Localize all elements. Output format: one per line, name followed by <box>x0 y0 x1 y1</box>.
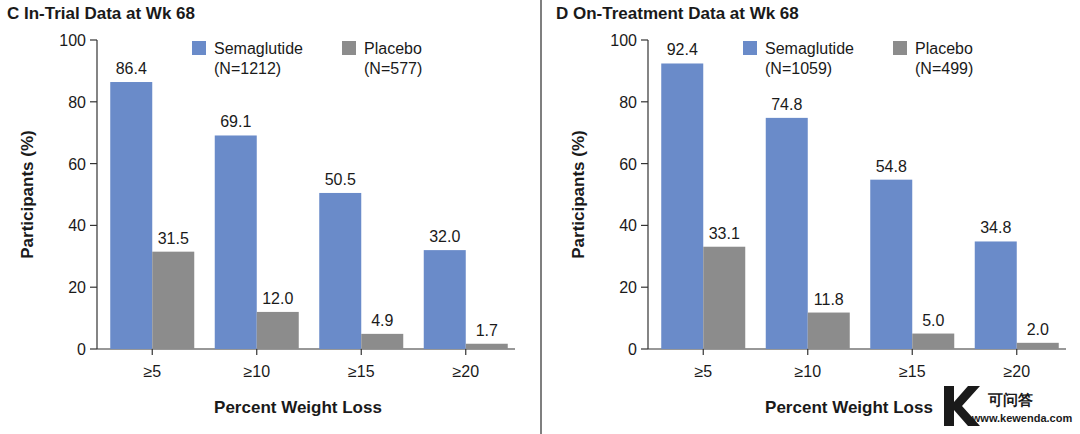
y-tick-label: 100 <box>59 32 86 49</box>
x-tick-label: ≥15 <box>348 363 375 380</box>
y-tick-label: 40 <box>68 217 86 234</box>
y-tick <box>641 348 648 349</box>
data-label: 92.4 <box>667 41 698 58</box>
y-tick <box>641 39 648 40</box>
y-axis <box>647 40 648 349</box>
y-tick <box>90 39 97 40</box>
y-tick <box>90 225 97 226</box>
x-tick <box>256 349 257 355</box>
y-tick-label: 100 <box>610 32 637 49</box>
bar <box>466 344 508 349</box>
x-axis-label: Percent Weight Loss <box>765 398 933 417</box>
data-label: 12.0 <box>262 290 293 307</box>
bar <box>319 193 361 349</box>
legend-label: Placebo(N=577) <box>364 40 422 77</box>
y-tick-label: 80 <box>68 94 86 111</box>
bar <box>110 82 152 349</box>
data-label: 32.0 <box>429 228 460 245</box>
x-tick <box>807 349 808 355</box>
data-label: 33.1 <box>709 225 740 242</box>
y-tick-label: 40 <box>619 217 637 234</box>
x-tick <box>912 349 913 355</box>
x-tick <box>361 349 362 355</box>
bar <box>257 312 299 349</box>
x-tick <box>152 349 153 355</box>
x-tick-label: ≥10 <box>794 363 821 380</box>
y-tick-label: 20 <box>68 279 86 296</box>
bar <box>808 313 850 349</box>
chart-panel: C In-Trial Data at Wk 68 0 20 40 60 80 100 Part… <box>7 4 515 417</box>
bars <box>110 82 508 349</box>
x-tick-label: ≥15 <box>899 363 926 380</box>
legend-label: Placebo(N=499) <box>915 40 973 77</box>
bar <box>703 247 745 349</box>
watermark-url: www.kewenda.com <box>971 412 1073 424</box>
y-tick <box>641 101 648 102</box>
chart-title: C In-Trial Data at Wk 68 <box>7 4 195 23</box>
bar <box>1017 343 1059 349</box>
data-label: 31.5 <box>158 230 189 247</box>
bar <box>152 252 194 349</box>
x-tick-label: ≥10 <box>243 363 270 380</box>
x-tick <box>703 349 704 355</box>
x-tick-label: ≥5 <box>143 363 161 380</box>
legend-swatch <box>192 41 206 55</box>
x-tick-label: ≥5 <box>694 363 712 380</box>
bar <box>766 118 808 349</box>
y-axis-label: Participants (%) <box>569 130 588 258</box>
y-tick-label: 0 <box>628 341 637 358</box>
bar <box>424 250 466 349</box>
x-tick <box>1016 349 1017 355</box>
data-label: 11.8 <box>814 291 844 308</box>
legend-swatch <box>743 41 757 55</box>
bar <box>975 241 1017 349</box>
y-tick-label: 20 <box>619 279 637 296</box>
x-tick <box>465 349 466 355</box>
y-axis-label: Participants (%) <box>18 130 37 258</box>
bars <box>661 63 1059 349</box>
y-tick-label: 80 <box>619 94 637 111</box>
chart-panel: D On-Treatment Data at Wk 68 0 20 40 60 80 100… <box>556 4 1066 417</box>
bar <box>912 334 954 349</box>
bar <box>661 63 703 349</box>
data-label: 1.7 <box>476 322 498 339</box>
x-tick-label: ≥20 <box>452 363 479 380</box>
y-tick <box>641 163 648 164</box>
y-tick <box>90 163 97 164</box>
figure: C In-Trial Data at Wk 68 0 20 40 60 80 100 Part… <box>0 0 1080 434</box>
y-tick <box>641 225 648 226</box>
y-tick <box>90 348 97 349</box>
x-tick-label: ≥20 <box>1003 363 1030 380</box>
y-tick <box>90 287 97 288</box>
bar <box>361 334 403 349</box>
y-tick-label: 60 <box>619 156 637 173</box>
y-tick-label: 0 <box>77 341 86 358</box>
y-tick <box>641 287 648 288</box>
legend-label: Semaglutide(N=1212) <box>214 40 303 77</box>
legend-label: Semaglutide(N=1059) <box>765 40 854 77</box>
y-axis <box>96 40 97 349</box>
data-label: 74.8 <box>771 96 802 113</box>
x-axis-label: Percent Weight Loss <box>214 398 382 417</box>
data-label: 5.0 <box>922 312 944 329</box>
y-tick <box>90 101 97 102</box>
data-label: 50.5 <box>325 171 356 188</box>
panel-divider <box>540 0 542 434</box>
watermark-text: 可问答 <box>987 391 1033 408</box>
legend-swatch <box>342 41 356 55</box>
y-tick-label: 60 <box>68 156 86 173</box>
chart-title: D On-Treatment Data at Wk 68 <box>556 4 799 23</box>
data-label: 34.8 <box>980 219 1011 236</box>
data-label: 54.8 <box>876 158 907 175</box>
bar <box>870 180 912 349</box>
data-label: 86.4 <box>116 60 147 77</box>
bar <box>215 135 257 349</box>
legend-swatch <box>893 41 907 55</box>
data-label: 69.1 <box>220 113 251 130</box>
data-label: 4.9 <box>371 312 393 329</box>
watermark: 可问答 www.kewenda.com <box>944 386 1072 426</box>
data-label: 2.0 <box>1027 321 1049 338</box>
